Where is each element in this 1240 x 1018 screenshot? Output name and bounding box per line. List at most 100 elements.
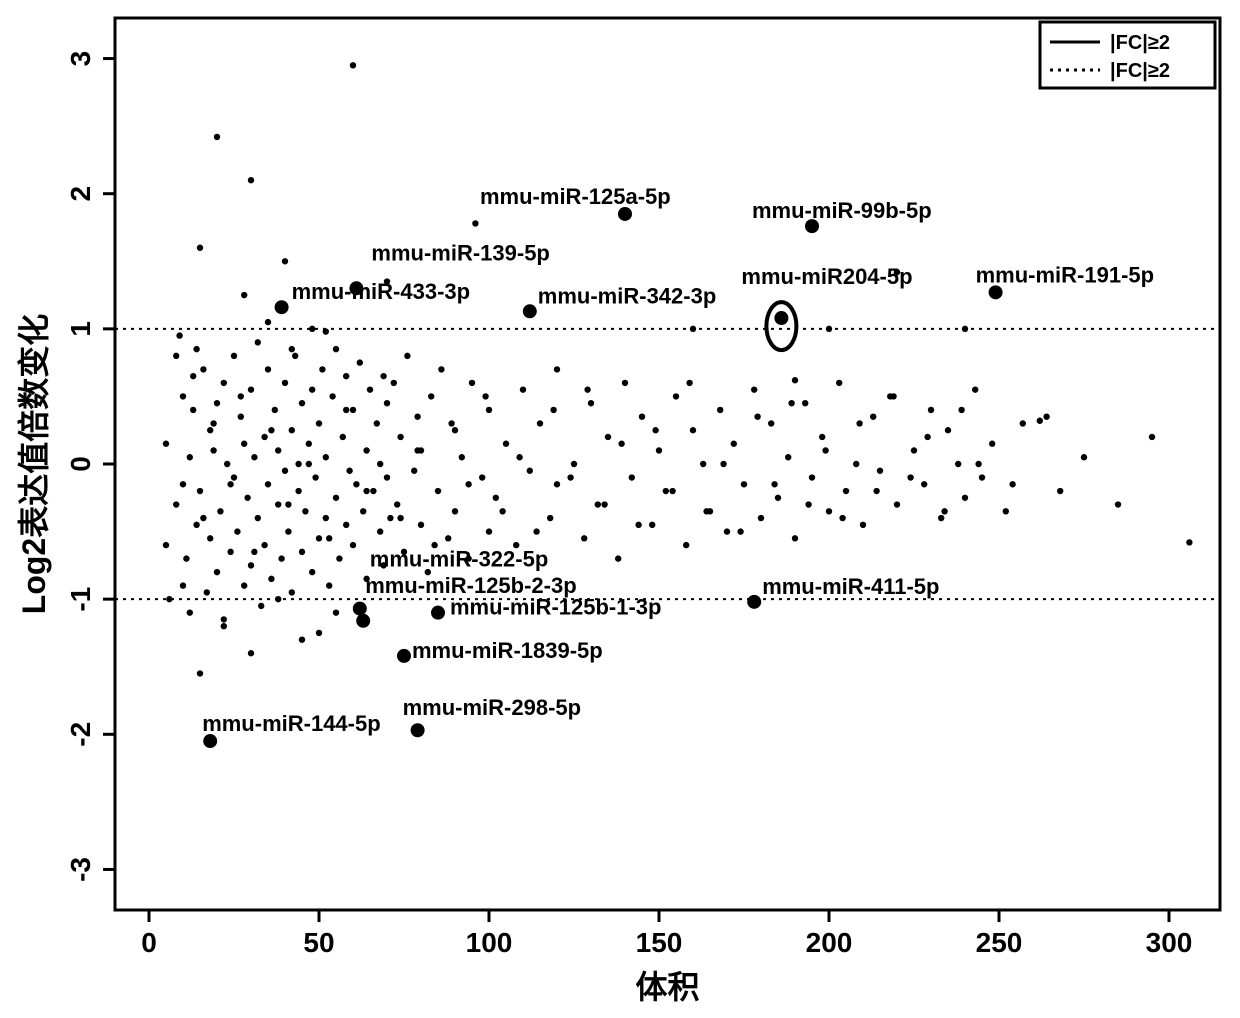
scatter-point bbox=[343, 407, 349, 413]
scatter-point bbox=[1186, 539, 1192, 545]
scatter-point bbox=[329, 393, 335, 399]
scatter-point bbox=[975, 461, 981, 467]
scatter-point bbox=[241, 292, 247, 298]
y-tick-label: -3 bbox=[65, 857, 96, 882]
scatter-point bbox=[278, 555, 284, 561]
scatter-point bbox=[384, 400, 390, 406]
scatter-point bbox=[214, 569, 220, 575]
scatter-point bbox=[588, 400, 594, 406]
point-label: mmu-miR-191-5p bbox=[976, 262, 1154, 287]
scatter-point bbox=[615, 555, 621, 561]
scatter-point bbox=[639, 413, 645, 419]
scatter-point bbox=[649, 522, 655, 528]
y-tick-label: -2 bbox=[65, 722, 96, 747]
y-tick-label: 3 bbox=[65, 51, 96, 67]
labeled-point bbox=[431, 606, 445, 620]
scatter-point bbox=[554, 481, 560, 487]
scatter-point bbox=[853, 461, 859, 467]
scatter-point bbox=[282, 380, 288, 386]
scatter-point bbox=[367, 386, 373, 392]
scatter-point bbox=[163, 542, 169, 548]
scatter-point bbox=[221, 623, 227, 629]
scatter-point bbox=[486, 407, 492, 413]
scatter-point bbox=[979, 474, 985, 480]
scatter-point bbox=[166, 596, 172, 602]
scatter-point bbox=[295, 461, 301, 467]
scatter-point bbox=[183, 555, 189, 561]
scatter-point bbox=[547, 515, 553, 521]
scatter-point bbox=[758, 515, 764, 521]
scatter-point bbox=[238, 413, 244, 419]
scatter-point bbox=[618, 441, 624, 447]
scatter-point bbox=[248, 386, 254, 392]
scatter-point bbox=[581, 535, 587, 541]
scatter-point bbox=[737, 528, 743, 534]
labeled-point bbox=[411, 723, 425, 737]
scatter-point bbox=[741, 481, 747, 487]
scatter-point bbox=[248, 177, 254, 183]
scatter-point bbox=[316, 630, 322, 636]
scatter-point bbox=[391, 380, 397, 386]
scatter-point bbox=[873, 488, 879, 494]
scatter-point bbox=[234, 528, 240, 534]
scatter-point bbox=[268, 427, 274, 433]
scatter-point bbox=[312, 474, 318, 480]
scatter-point bbox=[197, 245, 203, 251]
scatter-point bbox=[197, 670, 203, 676]
scatter-point bbox=[214, 400, 220, 406]
scatter-point bbox=[788, 400, 794, 406]
scatter-point bbox=[299, 636, 305, 642]
scatter-point bbox=[690, 427, 696, 433]
scatter-point bbox=[452, 508, 458, 514]
scatter-point bbox=[241, 582, 247, 588]
x-tick-label: 250 bbox=[976, 927, 1023, 958]
x-tick-label: 150 bbox=[636, 927, 683, 958]
scatter-point bbox=[1037, 418, 1043, 424]
scatter-point bbox=[962, 326, 968, 332]
scatter-point bbox=[309, 386, 315, 392]
x-tick-label: 50 bbox=[303, 927, 334, 958]
scatter-point bbox=[683, 542, 689, 548]
scatter-point bbox=[1009, 481, 1015, 487]
y-axis-label: Log2表达值倍数变化 bbox=[16, 314, 52, 614]
labeled-point bbox=[349, 281, 363, 295]
scatter-point bbox=[309, 326, 315, 332]
scatter-point bbox=[193, 522, 199, 528]
scatter-point bbox=[493, 495, 499, 501]
scatter-point bbox=[958, 407, 964, 413]
scatter-point bbox=[299, 400, 305, 406]
scatter-point bbox=[819, 434, 825, 440]
scatter-point bbox=[190, 407, 196, 413]
scatter-point bbox=[299, 549, 305, 555]
scatter-point bbox=[285, 501, 291, 507]
x-axis-label: 体积 bbox=[635, 969, 699, 1005]
scatter-point bbox=[972, 386, 978, 392]
scatter-point bbox=[340, 434, 346, 440]
point-label: mmu-miR204-5p bbox=[741, 264, 912, 289]
scatter-point bbox=[319, 366, 325, 372]
point-label: mmu-miR-342-3p bbox=[538, 283, 716, 308]
scatter-point bbox=[255, 515, 261, 521]
scatter-point bbox=[333, 346, 339, 352]
scatter-point bbox=[244, 495, 250, 501]
scatter-point bbox=[414, 447, 420, 453]
scatter-point bbox=[822, 447, 828, 453]
scatter-point bbox=[751, 386, 757, 392]
scatter-point bbox=[839, 515, 845, 521]
scatter-point bbox=[955, 461, 961, 467]
scatter-point bbox=[200, 515, 206, 521]
scatter-point bbox=[343, 522, 349, 528]
scatter-point bbox=[275, 447, 281, 453]
legend-label: |FC|≥2 bbox=[1110, 32, 1170, 54]
point-label: mmu-miR-433-3p bbox=[292, 279, 470, 304]
scatter-point bbox=[1149, 434, 1155, 440]
scatter-point bbox=[397, 434, 403, 440]
scatter-point bbox=[350, 62, 356, 68]
y-tick-label: -1 bbox=[65, 587, 96, 612]
scatter-point bbox=[180, 582, 186, 588]
scatter-point bbox=[411, 468, 417, 474]
scatter-point bbox=[173, 353, 179, 359]
scatter-point bbox=[292, 353, 298, 359]
labeled-point bbox=[989, 285, 1003, 299]
point-label: mmu-miR-322-5p bbox=[370, 547, 548, 572]
